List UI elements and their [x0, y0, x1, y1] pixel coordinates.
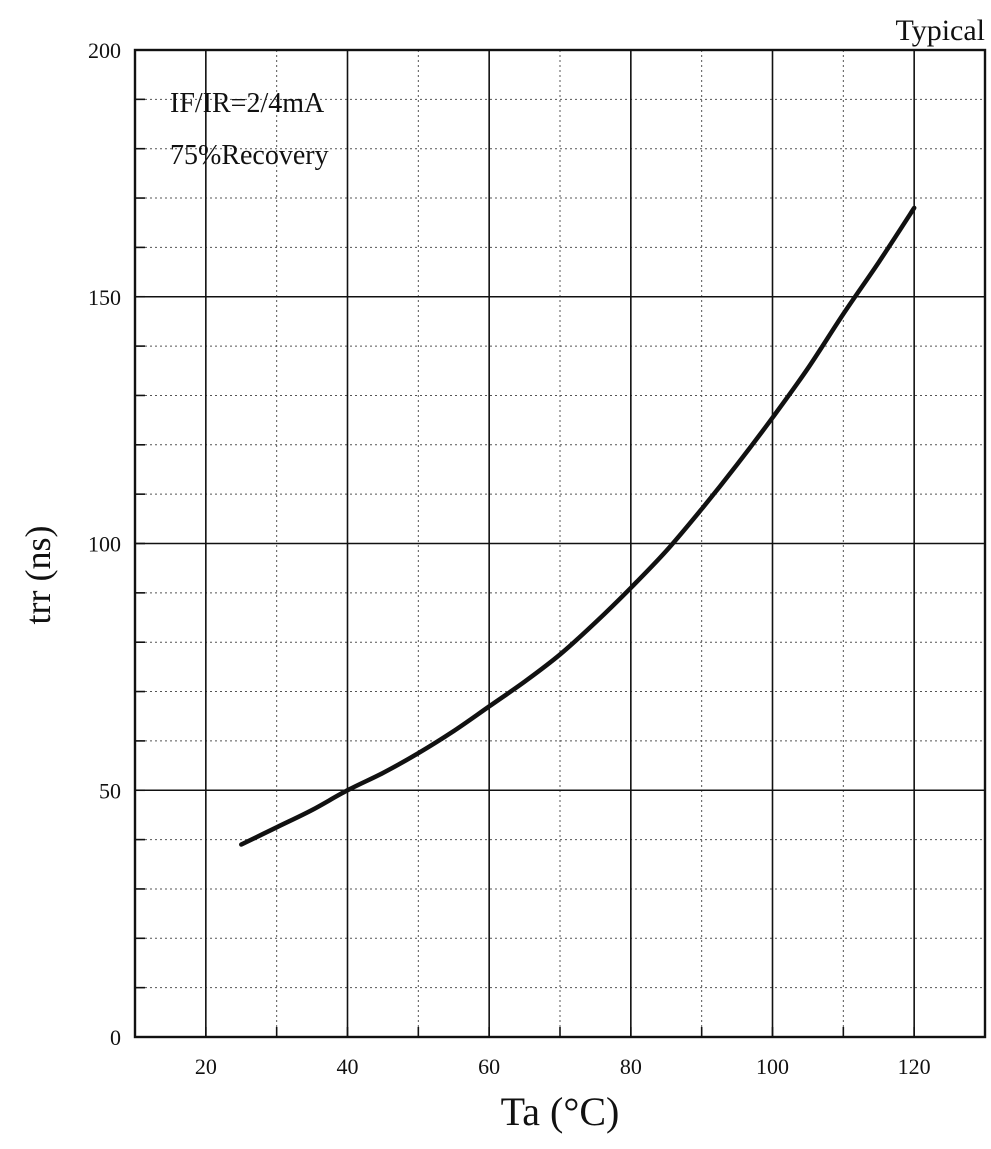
- chart-title: Typical: [895, 14, 985, 47]
- x-tick-label: 40: [337, 1054, 359, 1079]
- y-tick-label: 200: [88, 38, 121, 63]
- tick-marks: [135, 98, 915, 1037]
- y-axis-title: trr (ns): [18, 526, 58, 625]
- y-tick-label: 100: [88, 532, 121, 557]
- minor-grid: [135, 50, 985, 1037]
- annotation-recovery: 75%Recovery: [170, 140, 329, 171]
- annotation-condition: IF/IR=2/4mA: [170, 88, 325, 119]
- y-tick-labels: 0 50 100 150 200: [88, 38, 121, 1050]
- y-tick-label: 150: [88, 285, 121, 310]
- x-tick-label: 120: [898, 1054, 931, 1079]
- x-tick-label: 20: [195, 1054, 217, 1079]
- major-grid: [135, 50, 985, 1037]
- x-tick-label: 100: [756, 1054, 789, 1079]
- x-tick-labels: 20 40 60 80 100 120: [195, 1054, 931, 1079]
- y-tick-label: 50: [99, 778, 121, 803]
- x-tick-label: 80: [620, 1054, 642, 1079]
- series-line-trr: [239, 205, 917, 847]
- x-axis-title: Ta (°C): [501, 1089, 620, 1134]
- y-tick-label: 0: [110, 1025, 121, 1050]
- x-tick-label: 60: [478, 1054, 500, 1079]
